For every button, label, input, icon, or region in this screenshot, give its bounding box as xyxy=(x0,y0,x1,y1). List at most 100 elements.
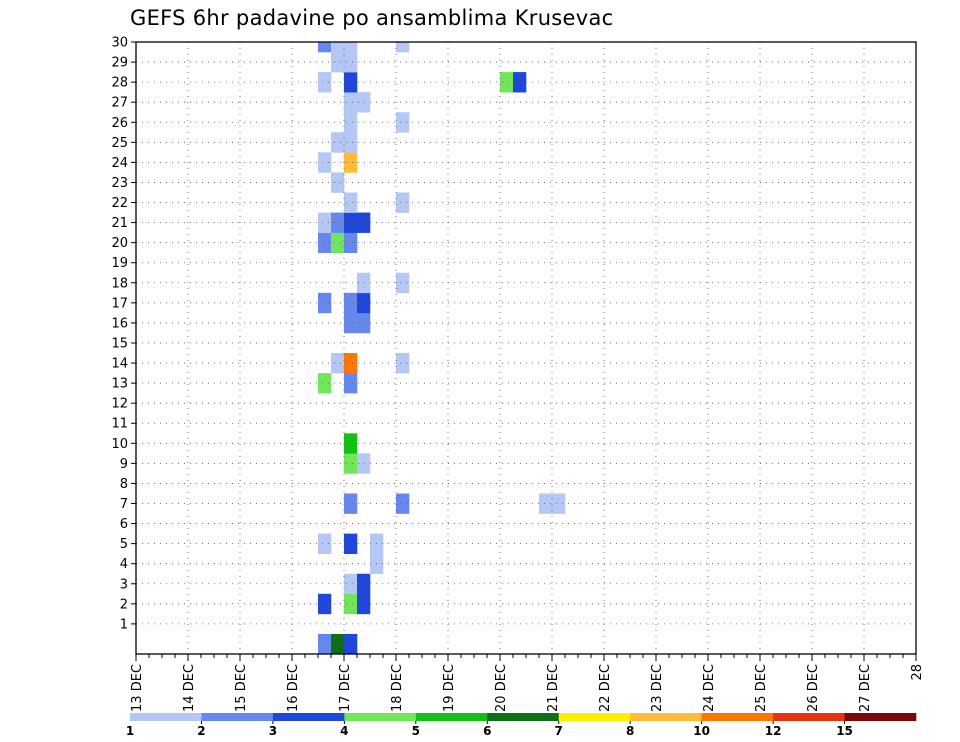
heatmap-cell xyxy=(344,633,358,655)
y-tick-label: 11 xyxy=(111,417,128,432)
heatmap-cell xyxy=(344,42,358,53)
colorbar-label: 6 xyxy=(483,724,491,738)
heatmap-cell xyxy=(357,573,371,595)
heatmap-cell xyxy=(396,42,410,53)
heatmap-cell xyxy=(318,292,332,314)
y-tick-label: 25 xyxy=(111,136,128,151)
heatmap-cell xyxy=(396,353,410,374)
heatmap-cell xyxy=(344,593,358,615)
y-tick-label: 6 xyxy=(120,517,128,532)
heatmap-cell xyxy=(396,272,410,294)
colorbar-swatch xyxy=(487,713,560,721)
heatmap-cell xyxy=(344,433,358,454)
heatmap-cell xyxy=(318,72,332,93)
heatmap-cell xyxy=(331,232,345,253)
y-tick-label: 10 xyxy=(111,437,128,452)
heatmap-cell xyxy=(318,152,332,173)
heatmap-cell xyxy=(318,232,332,253)
x-tick-label: 14 DEC xyxy=(182,664,197,712)
x-tick-label: 23 DEC xyxy=(650,664,665,712)
grid-layer xyxy=(136,41,916,654)
heatmap-cell xyxy=(344,212,358,233)
heatmap-cell xyxy=(344,312,358,334)
y-tick-label: 4 xyxy=(120,557,128,572)
colorbar-swatch xyxy=(344,713,417,721)
heatmap-cell xyxy=(331,172,345,193)
x-tick-label: 16 DEC xyxy=(286,664,301,712)
heatmap-cell xyxy=(357,272,371,294)
heatmap-cell xyxy=(344,533,358,554)
y-tick-label: 27 xyxy=(111,96,128,111)
heatmap-cell xyxy=(318,533,332,554)
colorbar-swatch xyxy=(201,713,274,721)
y-tick-label: 14 xyxy=(111,357,128,372)
y-tick-label: 12 xyxy=(111,397,128,412)
x-tick-label: 20 DEC xyxy=(494,664,509,712)
y-axis: 1234567891011121314151617181920212223242… xyxy=(111,36,136,632)
heatmap-cell xyxy=(344,232,358,253)
heatmap-cell xyxy=(344,292,358,314)
colorbar-swatch xyxy=(130,713,202,721)
y-tick-label: 16 xyxy=(111,316,128,331)
heatmap-cell xyxy=(318,633,332,655)
x-tick-label: 21 DEC xyxy=(546,664,561,712)
heatmap-cell xyxy=(344,52,358,73)
y-tick-label: 18 xyxy=(111,276,128,291)
heatmap-cell xyxy=(344,573,358,595)
y-tick-label: 13 xyxy=(111,377,128,392)
heatmap-cell xyxy=(513,72,527,93)
x-tick-label: 27 DEC xyxy=(858,664,873,712)
colorbar-swatch xyxy=(272,713,345,721)
heatmap-cell xyxy=(357,292,371,314)
colorbar-label: 7 xyxy=(555,724,563,738)
heatmap-cell xyxy=(357,92,371,113)
y-tick-label: 22 xyxy=(111,196,128,211)
y-tick-label: 1 xyxy=(120,617,128,632)
y-tick-label: 8 xyxy=(120,477,128,492)
y-tick-label: 26 xyxy=(111,116,128,131)
heatmap-cell xyxy=(344,152,358,173)
y-tick-label: 7 xyxy=(120,497,128,512)
heatmap-cell xyxy=(344,132,358,153)
y-tick-label: 28 xyxy=(111,76,128,91)
colorbar-swatch xyxy=(701,713,774,721)
y-tick-label: 20 xyxy=(111,236,128,251)
heatmap-cell xyxy=(357,212,371,233)
heatmap-cell xyxy=(396,493,410,514)
heatmap-cell xyxy=(344,192,358,213)
x-tick-label: 13 DEC xyxy=(130,664,145,712)
y-tick-label: 2 xyxy=(120,597,128,612)
colorbar-label: 8 xyxy=(626,724,634,738)
heatmap-cell xyxy=(344,112,358,133)
heatmap-cell xyxy=(344,353,358,374)
heatmap-cell xyxy=(500,72,514,93)
x-tick-label: 26 DEC xyxy=(806,664,821,712)
colorbar-swatch xyxy=(773,713,845,721)
x-tick-label: 24 DEC xyxy=(702,664,717,712)
colorbar-label: 15 xyxy=(836,724,853,738)
y-tick-label: 9 xyxy=(120,457,128,472)
heatmap-cell xyxy=(344,373,358,394)
heatmap-cell xyxy=(357,312,371,334)
heatmap-cell xyxy=(344,493,358,514)
y-tick-label: 15 xyxy=(111,336,128,351)
x-tick-label: 18 DEC xyxy=(390,664,405,712)
heatmap-cell xyxy=(318,373,332,394)
heatmap-cell xyxy=(396,192,410,213)
heatmap-cell xyxy=(344,72,358,93)
colorbar-label: 4 xyxy=(340,724,348,738)
heatmap-cell xyxy=(318,42,332,53)
heatmap-cell xyxy=(331,42,345,53)
y-tick-label: 3 xyxy=(120,577,128,592)
x-tick-label: 19 DEC xyxy=(442,664,457,712)
x-tick-label: 22 DEC xyxy=(598,664,613,712)
y-tick-label: 29 xyxy=(111,56,128,71)
heatmap-cell xyxy=(357,593,371,615)
x-tick-label: 28 xyxy=(910,664,925,681)
colorbar-label: 1 xyxy=(126,724,134,738)
heatmap-cell xyxy=(318,212,332,233)
colorbar-label: 12 xyxy=(765,724,782,738)
heatmap-cell xyxy=(331,52,345,73)
colorbar-label: 5 xyxy=(412,724,420,738)
